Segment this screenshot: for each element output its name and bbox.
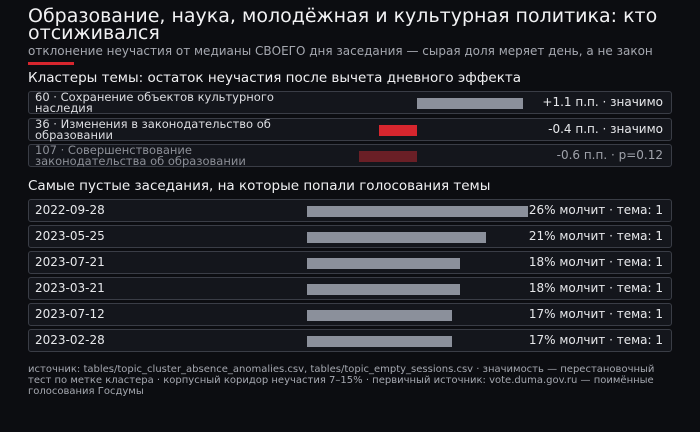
section-heading: Самые пустые заседания, на которые попал… xyxy=(28,178,491,194)
bar xyxy=(378,124,417,136)
cluster-row: 36 · Изменения в законодательство об обр… xyxy=(28,116,672,142)
value-label: 17% молчит · тема: 1 xyxy=(528,333,663,347)
title: Образование, наука, молодёжная и культур… xyxy=(28,5,658,44)
session-date: 2023-02-28 xyxy=(35,333,105,347)
session-row: 2023-07-12 17% молчит · тема: 1 xyxy=(28,303,672,326)
cluster-label: 36 · Изменения в законодательство об обр… xyxy=(35,116,271,142)
session-row: 2023-02-28 17% молчит · тема: 1 xyxy=(28,329,672,352)
cluster-row: 107 · Совершенствование законодательства… xyxy=(28,144,672,167)
session-date: 2023-03-21 xyxy=(35,281,105,295)
footer: источник: tables/topic_cluster_absence_a… xyxy=(28,364,655,397)
value-label: 21% молчит · тема: 1 xyxy=(528,229,663,243)
bar xyxy=(307,336,452,347)
accent-bar xyxy=(28,62,74,65)
cluster-row: 60 · Сохранение объектов культурного нас… xyxy=(28,91,672,114)
session-date: 2023-07-21 xyxy=(35,255,105,269)
value-label: 26% молчит · тема: 1 xyxy=(528,203,663,217)
bar xyxy=(359,151,417,162)
subtitle: отклонение неучастия от медианы СВОЕГО д… xyxy=(28,44,653,58)
session-date: 2023-07-12 xyxy=(35,307,105,321)
value-label: 18% молчит · тема: 1 xyxy=(528,255,663,269)
bar xyxy=(307,310,452,321)
cluster-label: 107 · Совершенствование законодательства… xyxy=(35,143,246,168)
value-label: -0.4 п.п. · значимо xyxy=(548,121,663,136)
bar xyxy=(307,206,528,217)
value-label: 18% молчит · тема: 1 xyxy=(528,281,663,295)
value-label: 17% молчит · тема: 1 xyxy=(528,307,663,321)
session-date: 2023-05-25 xyxy=(35,229,105,243)
session-row: 2022-09-28 26% молчит · тема: 1 xyxy=(28,199,672,222)
bar xyxy=(417,98,523,109)
session-row: 2023-03-21 18% молчит · тема: 1 xyxy=(28,277,672,300)
bar xyxy=(307,232,486,243)
session-row: 2023-05-25 21% молчит · тема: 1 xyxy=(28,225,672,248)
value-label: +1.1 п.п. · значимо xyxy=(542,95,663,109)
section-heading: Кластеры темы: остаток неучастия после в… xyxy=(28,70,521,86)
value-label: -0.6 п.п. · p=0.12 xyxy=(556,148,663,162)
cluster-label: 60 · Сохранение объектов культурного нас… xyxy=(35,90,274,115)
bar xyxy=(307,258,460,269)
bar xyxy=(307,284,460,295)
session-date: 2022-09-28 xyxy=(35,203,105,217)
session-row: 2023-07-21 18% молчит · тема: 1 xyxy=(28,251,672,274)
